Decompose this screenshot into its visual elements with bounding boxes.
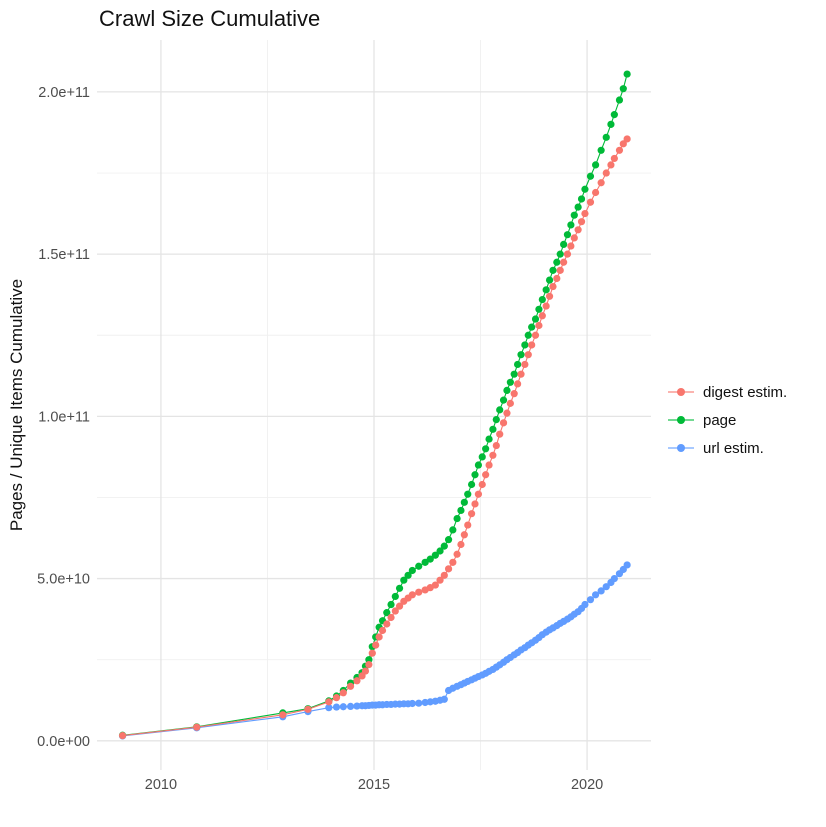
y-axis-title: Pages / Unique Items Cumulative	[7, 278, 26, 532]
legend-label-page: page	[703, 411, 737, 429]
series-line-url-estim-	[122, 564, 628, 737]
y-tick-label: 0.0e+00	[37, 734, 90, 750]
legend-item-url-estim: url estim.	[668, 434, 787, 462]
legend-label-url-estim: url estim.	[703, 439, 764, 457]
gridlines-major	[97, 40, 651, 770]
chart-title: Crawl Size Cumulative	[99, 6, 321, 31]
y-tick-label: 2.0e+11	[38, 85, 90, 101]
legend-item-page: page	[668, 406, 787, 434]
series-points-url-estim-	[118, 561, 631, 740]
y-axis-tick-labels: 0.0e+00 5.0e+10 1.0e+11 1.5e+11 2.0e+11	[37, 85, 90, 750]
legend-point-icon	[677, 388, 685, 396]
legend-point-icon	[677, 416, 685, 424]
series-points-digest-estim-	[118, 135, 631, 740]
legend-point-icon	[677, 444, 685, 452]
x-tick-label: 2015	[358, 777, 390, 793]
legend-key-url-estim	[668, 442, 694, 454]
legend: digest estim. page url estim.	[668, 378, 787, 462]
x-tick-label: 2020	[571, 777, 603, 793]
legend-label-digest-estim: digest estim.	[703, 383, 788, 401]
y-tick-label: 1.5e+11	[38, 247, 90, 263]
series-points-page	[118, 70, 631, 739]
legend-key-page	[668, 414, 694, 426]
legend-item-digest-estim: digest estim.	[668, 378, 787, 406]
y-tick-label: 5.0e+10	[37, 572, 90, 588]
legend-key-digest-estim	[668, 386, 694, 398]
x-tick-label: 2010	[145, 777, 177, 793]
x-axis-tick-labels: 2010 2015 2020	[145, 777, 603, 793]
y-tick-label: 1.0e+11	[38, 409, 90, 425]
